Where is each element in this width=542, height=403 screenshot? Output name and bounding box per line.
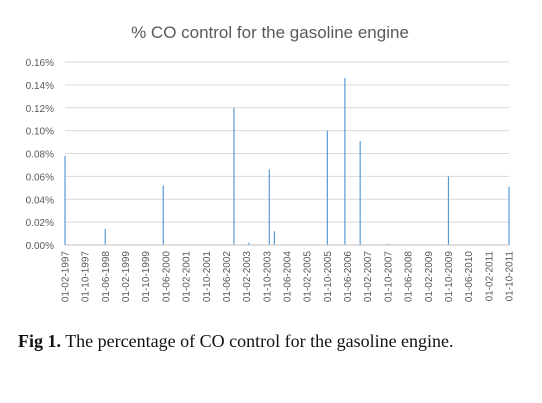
x-tick-label: 01-10-1999 <box>141 251 152 303</box>
bar <box>273 231 275 245</box>
x-tick-label: 01-06-2010 <box>464 251 475 303</box>
y-tick-label: 0.14% <box>26 81 54 92</box>
x-tick-label: 01-02-2009 <box>424 251 435 303</box>
x-tick-label: 01-10-2003 <box>262 251 273 303</box>
bar <box>248 242 250 245</box>
y-tick-label: 0.00% <box>26 241 54 252</box>
x-tick-label: 01-10-2007 <box>383 251 394 303</box>
y-tick-label: 0.04% <box>26 195 54 206</box>
x-tick-label: 01-06-2000 <box>161 251 172 303</box>
bar <box>326 130 328 246</box>
y-tick-label: 0.12% <box>26 104 54 115</box>
y-tick-label: 0.16% <box>26 58 54 69</box>
x-tick-label: 01-10-2001 <box>202 251 213 303</box>
bar <box>344 78 346 245</box>
chart-area: % CO control for the gasoline engine 0.0… <box>26 23 516 303</box>
bar <box>447 176 450 246</box>
caption-label: Fig 1. <box>18 331 61 351</box>
x-tick-label: 01-10-1997 <box>81 251 92 303</box>
chart-title: % CO control for the gasoline engine <box>131 23 409 42</box>
caption-text: The percentage of CO control for the gas… <box>65 331 454 351</box>
bar <box>233 107 235 245</box>
x-tick-label: 01-02-1999 <box>121 251 132 303</box>
x-tick-label: 01-02-2005 <box>303 251 314 303</box>
bar <box>64 155 66 245</box>
x-tick-label: 01-02-2011 <box>484 251 495 302</box>
bar <box>387 243 389 245</box>
y-axis-ticks: 0.00% 0.02% 0.04% 0.06% 0.08% 0.10% 0.12% 0.14%… <box>26 58 54 252</box>
y-tick-label: 0.02% <box>26 218 54 229</box>
bar <box>162 185 164 245</box>
x-tick-label: 01-10-2005 <box>323 251 334 303</box>
x-tick-label: 01-06-2004 <box>283 251 294 303</box>
x-tick-label: 01-02-1997 <box>61 251 72 303</box>
x-axis-ticks: 01-02-1997 01-10-1997 01-06-1998 01-02-1999… <box>61 251 516 303</box>
bar <box>268 169 270 245</box>
x-tick-label: 01-06-2002 <box>222 251 233 303</box>
y-tick-label: 0.08% <box>26 150 54 161</box>
grid-lines <box>65 61 509 223</box>
bar <box>104 228 106 245</box>
x-tick-label: 01-10-2011 <box>505 251 516 302</box>
x-tick-label: 01-06-2008 <box>404 251 415 303</box>
figure-caption: Fig 1. The percentage of CO control for … <box>18 330 516 352</box>
co-control-chart: % CO control for the gasoline engine 0.0… <box>26 23 516 303</box>
x-tick-label: 01-10-2009 <box>444 251 455 303</box>
bar-series <box>64 78 510 246</box>
x-tick-label: 01-06-1998 <box>101 251 112 303</box>
bar <box>508 186 510 245</box>
x-tick-label: 01-02-2001 <box>182 251 193 303</box>
y-tick-label: 0.10% <box>26 127 54 138</box>
bar <box>359 140 361 245</box>
y-tick-label: 0.06% <box>26 172 54 183</box>
x-tick-label: 01-02-2007 <box>363 251 374 303</box>
x-tick-label: 01-06-2006 <box>343 251 354 303</box>
x-tick-label: 01-02-2003 <box>242 251 253 303</box>
